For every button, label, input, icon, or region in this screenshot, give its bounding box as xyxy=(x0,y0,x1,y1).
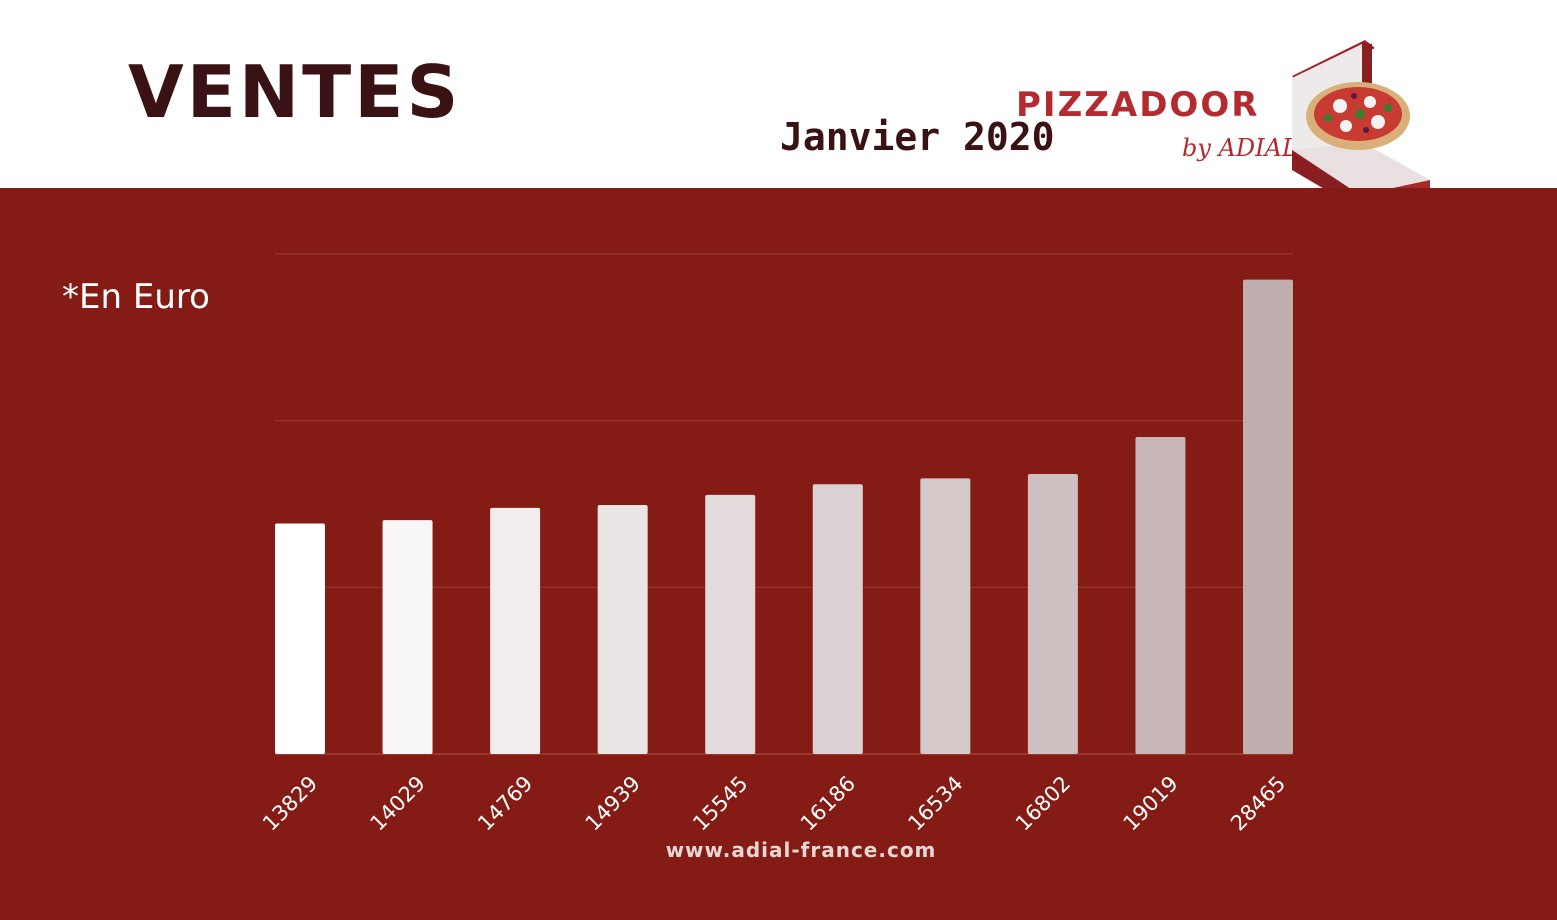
x-tick-label: 19019 xyxy=(1119,771,1183,835)
x-tick-label: 14769 xyxy=(473,771,537,835)
period-label: Janvier 2020 xyxy=(780,115,1055,159)
x-tick-label: 14029 xyxy=(366,771,430,835)
bar xyxy=(705,494,756,754)
bar xyxy=(1243,279,1293,754)
header: VENTES Janvier 2020 PIZZADOOR by ADIAL xyxy=(0,0,1557,210)
page-title: VENTES xyxy=(128,50,462,134)
logo-text: PIZZADOOR xyxy=(1016,85,1259,125)
x-tick-label: 28465 xyxy=(1226,771,1290,835)
pizza-box-icon xyxy=(1292,40,1430,210)
bar xyxy=(1135,437,1186,754)
bar xyxy=(490,507,541,754)
x-tick-label: 16186 xyxy=(796,771,860,835)
logo-subtext: by ADIAL xyxy=(1182,134,1298,162)
x-tick-label: 15545 xyxy=(688,771,752,835)
bar xyxy=(812,484,863,754)
bar xyxy=(1027,473,1078,754)
x-tick-label: 14939 xyxy=(581,771,645,835)
bar xyxy=(382,520,433,754)
chart-panel xyxy=(0,188,1557,920)
sales-bar-chart: 13829 14029 14769 14939 15545 16186 16534 16802… xyxy=(258,253,1293,836)
pizzadoor-logo: PIZZADOOR by ADIAL xyxy=(1016,40,1430,210)
bar xyxy=(275,523,325,754)
x-tick-label: 16534 xyxy=(903,771,967,835)
bar xyxy=(920,478,971,754)
website-url[interactable]: www.adial-france.com xyxy=(665,838,937,862)
x-tick-label: 16802 xyxy=(1011,771,1075,835)
unit-note: *En Euro xyxy=(62,277,210,317)
x-tick-label: 13829 xyxy=(258,771,322,835)
bar xyxy=(597,505,648,754)
